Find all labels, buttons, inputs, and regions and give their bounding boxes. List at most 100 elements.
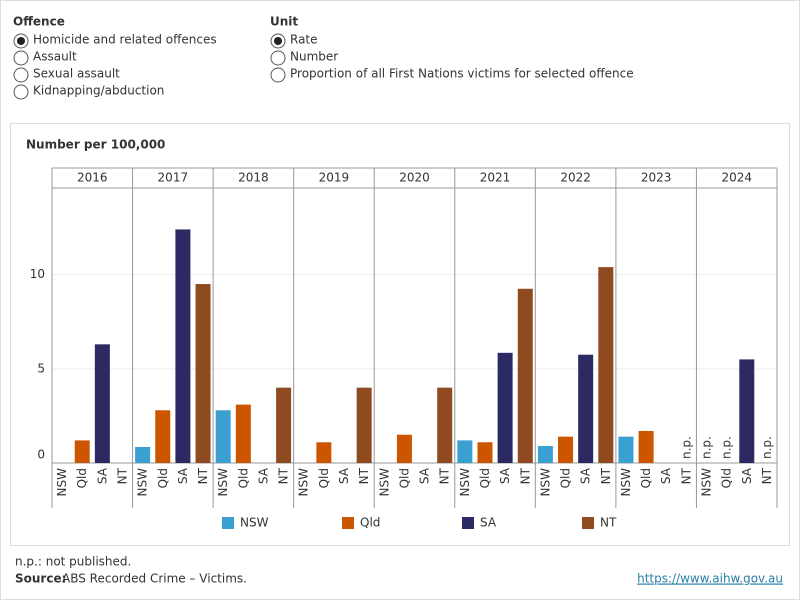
x-tick-label: Qld: [236, 468, 250, 488]
bar: [477, 442, 493, 463]
panel-label: 2018: [238, 171, 269, 185]
legend-swatch: [342, 517, 354, 529]
bar: [638, 430, 654, 463]
legend-label: SA: [480, 516, 497, 530]
bar: [155, 410, 171, 463]
value-label: n.p.: [679, 436, 693, 459]
x-tick-label: NSW: [458, 468, 472, 497]
x-tick-label: NSW: [136, 468, 150, 497]
x-tick-label: Qld: [75, 468, 89, 488]
x-tick-label: NT: [679, 467, 693, 484]
bar: [618, 436, 634, 463]
x-tick-label: SA: [337, 467, 351, 484]
x-tick-label: SA: [256, 467, 270, 484]
panel-label: 2019: [319, 171, 350, 185]
bar: [437, 387, 453, 463]
radio-label[interactable]: Number: [290, 50, 338, 64]
link[interactable]: https://www.aihw.gov.au: [637, 572, 783, 586]
panel-label: 2023: [641, 171, 672, 185]
x-tick-label: Qld: [478, 468, 492, 488]
bar: [517, 288, 533, 463]
panel-label: 2021: [480, 171, 511, 185]
bar: [94, 344, 110, 463]
radio[interactable]: [13, 67, 29, 83]
bar: [316, 442, 332, 463]
x-tick-label: SA: [418, 467, 432, 484]
radio-label[interactable]: Kidnapping/abduction: [33, 84, 164, 98]
radio-label[interactable]: Rate: [290, 33, 318, 47]
x-tick-label: SA: [176, 467, 190, 484]
radio[interactable]: [270, 67, 286, 83]
chart-frame: [10, 123, 790, 546]
bar: [457, 440, 473, 463]
x-tick-label: SA: [740, 467, 754, 484]
radio-label[interactable]: Proportion of all First Nations victims …: [290, 67, 634, 81]
bar: [175, 229, 191, 463]
radio-dot: [17, 37, 25, 45]
x-tick-label: NT: [357, 467, 371, 484]
radio[interactable]: [13, 50, 29, 66]
x-tick-label: NT: [196, 467, 210, 484]
x-tick-label: NSW: [377, 468, 391, 497]
source-label: Source:: [15, 572, 66, 586]
legend-label: Qld: [360, 516, 380, 530]
bar: [537, 446, 553, 463]
x-tick-label: SA: [659, 467, 673, 484]
note: n.p.: not published.: [15, 555, 131, 569]
panel-label: 2024: [721, 171, 752, 185]
radio-label[interactable]: Homicide and related offences: [33, 33, 217, 47]
panel-label: 2022: [560, 171, 591, 185]
bar: [74, 440, 90, 463]
x-tick-label: NSW: [619, 468, 633, 497]
bar: [396, 434, 412, 463]
x-tick-label: NSW: [297, 468, 311, 497]
control-label: Unit: [270, 15, 298, 29]
x-tick-label: NT: [518, 467, 532, 484]
radio-dot: [274, 37, 282, 45]
legend-swatch: [222, 517, 234, 529]
value-label: n.p.: [760, 436, 774, 459]
bar: [276, 387, 292, 463]
value-label: n.p.: [700, 436, 714, 459]
y-axis-label: Number per 100,000: [26, 138, 165, 152]
x-tick-label: NT: [115, 467, 129, 484]
panel-label: 2017: [158, 171, 189, 185]
y-tick-label: 10: [30, 267, 45, 281]
bar: [195, 284, 211, 463]
y-tick-label: 5: [37, 361, 45, 375]
bar: [135, 446, 151, 463]
bar: [739, 359, 755, 463]
x-tick-label: NT: [277, 467, 291, 484]
bar: [497, 352, 513, 463]
x-tick-label: Qld: [317, 468, 331, 488]
x-tick-label: SA: [498, 467, 512, 484]
bar: [598, 267, 614, 463]
legend-label: NT: [600, 516, 617, 530]
bar: [356, 387, 372, 463]
x-tick-label: NT: [599, 467, 613, 484]
bar: [558, 436, 574, 463]
x-tick-label: NT: [438, 467, 452, 484]
legend-swatch: [462, 517, 474, 529]
radio[interactable]: [13, 84, 29, 100]
x-tick-label: NT: [760, 467, 774, 484]
y-tick-label: 0: [37, 448, 45, 462]
x-tick-label: NSW: [538, 468, 552, 497]
radio-label[interactable]: Sexual assault: [33, 67, 120, 81]
x-tick-label: SA: [579, 467, 593, 484]
x-tick-label: SA: [95, 467, 109, 484]
x-tick-label: Qld: [559, 468, 573, 488]
radio-label[interactable]: Assault: [33, 50, 77, 64]
control-label: Offence: [13, 15, 65, 29]
source: ABS Recorded Crime – Victims.: [62, 572, 247, 586]
x-tick-label: NSW: [216, 468, 230, 497]
panel-label: 2016: [77, 171, 108, 185]
x-tick-label: Qld: [639, 468, 653, 488]
bar: [215, 410, 231, 463]
panel-label: 2020: [399, 171, 430, 185]
bar: [235, 404, 251, 463]
value-label: n.p.: [720, 436, 734, 459]
legend-swatch: [582, 517, 594, 529]
radio[interactable]: [270, 50, 286, 66]
